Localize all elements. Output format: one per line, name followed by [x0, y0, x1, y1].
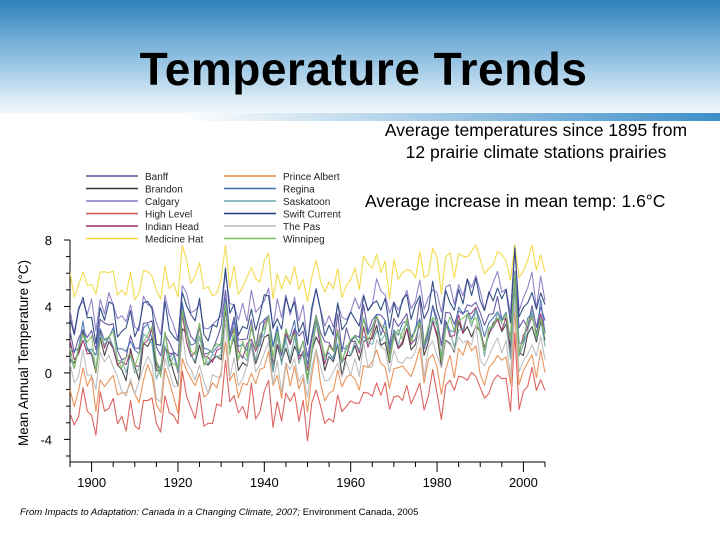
slide-title: Temperature Trends: [139, 43, 588, 95]
series-high-level: [69, 332, 546, 442]
series-saskatoon: [69, 285, 546, 385]
legend-label-the-pas: The Pas: [283, 222, 320, 233]
legend-label-calgary: Calgary: [145, 197, 179, 208]
axis-ticks: 8 4 0 -4 1900 1920 1940 1960 1980 2000: [40, 233, 546, 490]
legend-label-medicine-hat: Medicine Hat: [145, 235, 204, 246]
title-banner: [0, 0, 720, 120]
legend-label-regina: Regina: [283, 185, 315, 196]
legend-label-brandon: Brandon: [145, 185, 183, 196]
series-swift-current: [69, 247, 546, 346]
series-calgary: [69, 244, 546, 346]
note-line-1: Average temperatures since 1895 from: [384, 120, 688, 140]
y-axis-label: Mean Annual Temperature (°C): [16, 260, 31, 446]
source-agency: Environment Canada, 2005: [300, 507, 419, 518]
y-tick-label: 0: [45, 366, 52, 381]
legend-label-saskatoon: Saskatoon: [283, 197, 330, 208]
series-regina: [69, 274, 546, 371]
series-banff: [69, 270, 546, 361]
y-tick-label: 8: [45, 233, 52, 248]
note-stations: Average temperatures since 1895 from 12 …: [356, 119, 716, 163]
title-underline: [0, 113, 720, 121]
series-winnipeg: [69, 273, 546, 380]
legend-label-banff: Banff: [145, 172, 168, 183]
series-the-pas: [69, 298, 546, 403]
legend-label-prince-albert: Prince Albert: [283, 172, 340, 183]
series-lines: [69, 244, 546, 442]
x-tick-label: 1900: [77, 475, 106, 490]
x-tick-label: 1940: [250, 475, 279, 490]
x-tick-label: 1980: [423, 475, 452, 490]
y-tick-label: 4: [45, 299, 52, 314]
legend-label-indian-head: Indian Head: [145, 222, 199, 233]
x-tick-label: 1960: [336, 475, 365, 490]
note-increase: Average increase in mean temp: 1.6°C: [365, 191, 666, 211]
source-publication: From Impacts to Adaptation: Canada in a …: [20, 507, 301, 518]
y-tick-label: -4: [40, 432, 52, 447]
series-prince-albert: [69, 309, 546, 414]
x-tick-label: 2000: [509, 475, 538, 490]
legend-label-winnipeg: Winnipeg: [283, 235, 325, 246]
legend-label-high-level: High Level: [145, 210, 192, 221]
source-citation: From Impacts to Adaptation: Canada in a …: [20, 507, 418, 518]
note-line-2: 12 prairie climate stations prairies: [405, 142, 667, 162]
series-medicine-hat: [69, 244, 546, 303]
x-tick-label: 1920: [163, 475, 192, 490]
legend-label-swift-current: Swift Current: [283, 210, 341, 221]
